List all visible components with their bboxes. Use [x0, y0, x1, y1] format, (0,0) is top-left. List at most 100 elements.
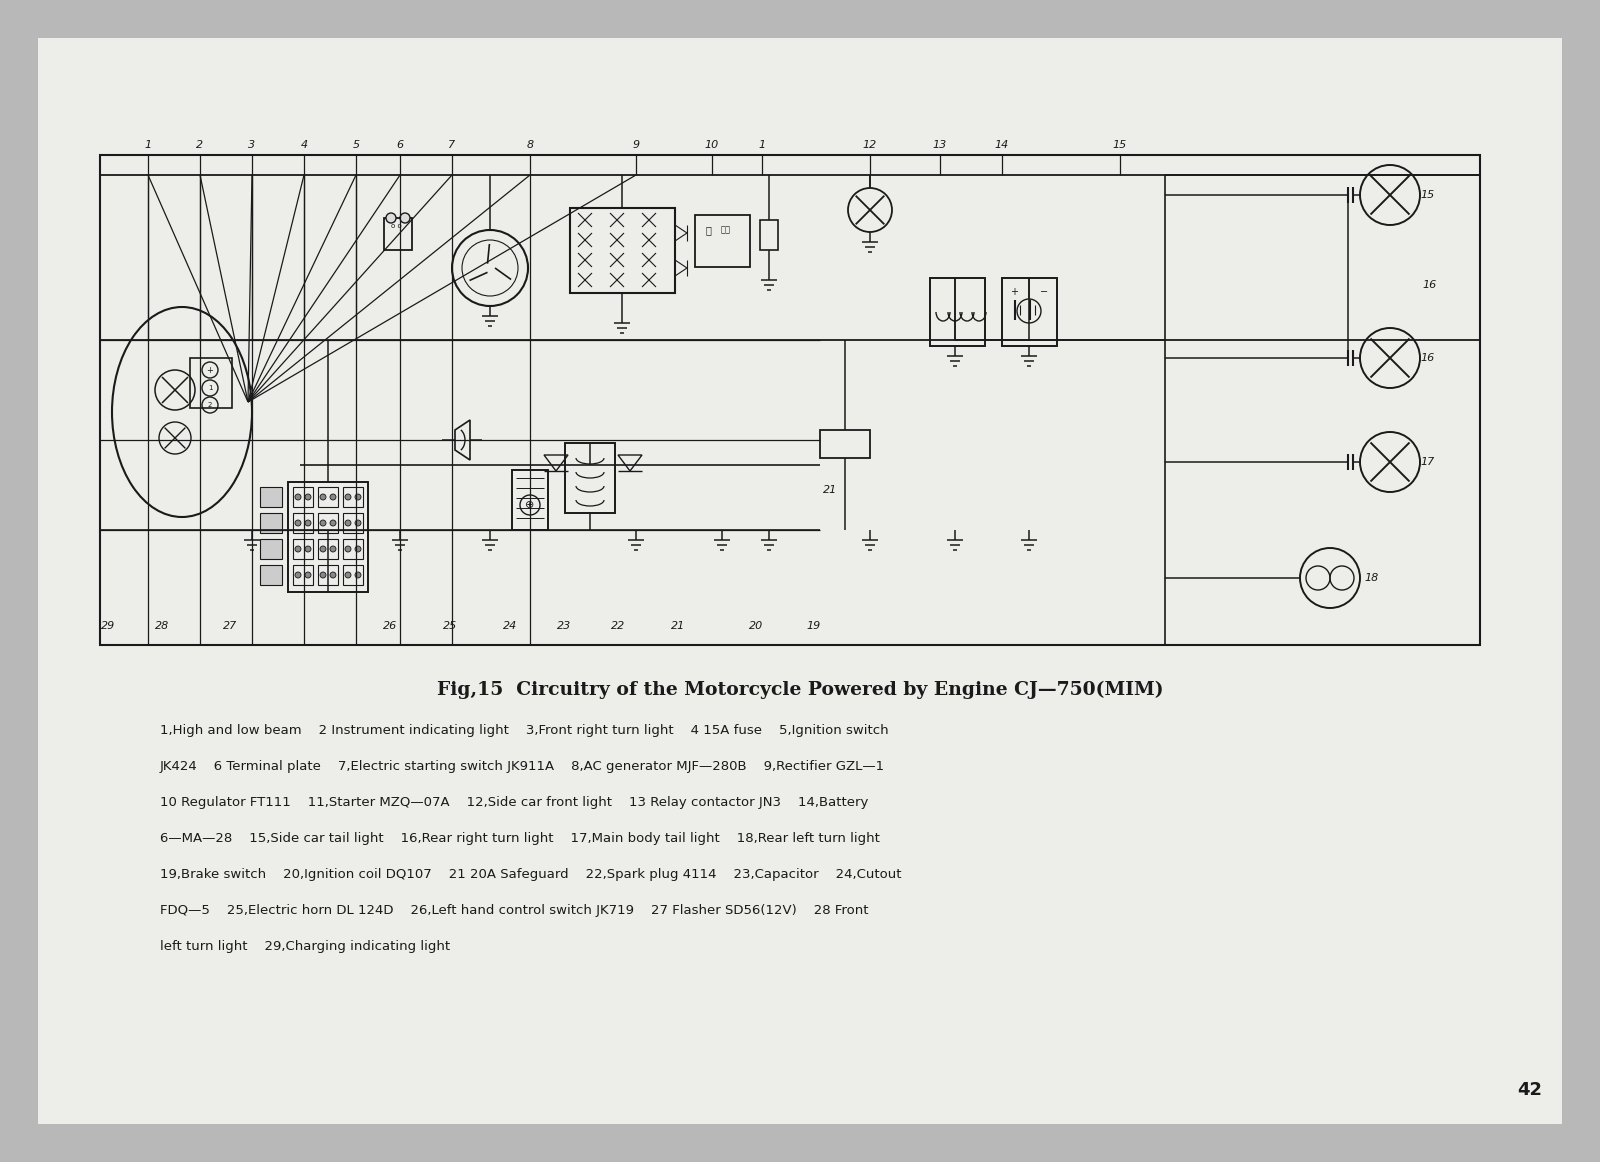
Text: 2: 2: [208, 402, 213, 408]
Bar: [259, 512, 282, 533]
Text: 火: 火: [706, 225, 710, 235]
Circle shape: [330, 521, 336, 526]
Text: 1,High and low beam    2 Instrument indicating light    3,Front right turn light: 1,High and low beam 2 Instrument indicat…: [160, 724, 888, 737]
Text: 5: 5: [352, 139, 360, 150]
Text: 17: 17: [1421, 457, 1435, 467]
Circle shape: [346, 494, 350, 500]
Text: −: −: [1040, 287, 1048, 297]
Circle shape: [400, 213, 410, 223]
Circle shape: [320, 572, 326, 578]
Circle shape: [355, 546, 362, 552]
Text: 10 Regulator FT111    11,Starter MZQ—07A    12,Side car front light    13 Relay : 10 Regulator FT111 11,Starter MZQ—07A 12…: [160, 796, 869, 809]
Text: 3: 3: [248, 139, 256, 150]
Text: left turn light    29,Charging indicating light: left turn light 29,Charging indicating l…: [160, 940, 450, 953]
Text: o o: o o: [390, 223, 402, 229]
Circle shape: [320, 494, 326, 500]
Circle shape: [294, 546, 301, 552]
Text: 28: 28: [155, 621, 170, 631]
Text: 29: 29: [101, 621, 115, 631]
Text: 1: 1: [144, 139, 152, 150]
Bar: [570, 208, 675, 293]
Circle shape: [306, 494, 310, 500]
Text: 13: 13: [933, 139, 947, 150]
Bar: [293, 512, 314, 533]
Bar: [99, 155, 1480, 645]
Bar: [342, 565, 363, 584]
Circle shape: [355, 521, 362, 526]
Text: 20: 20: [749, 621, 763, 631]
Text: 14: 14: [995, 139, 1010, 150]
Bar: [694, 215, 750, 267]
Bar: [565, 443, 614, 512]
Text: FDQ—5    25,Electric horn DL 124D    26,Left hand control switch JK719    27 Fla: FDQ—5 25,Electric horn DL 124D 26,Left h…: [160, 904, 869, 917]
Text: 10: 10: [706, 139, 718, 150]
Circle shape: [306, 572, 310, 578]
Text: 15: 15: [1421, 191, 1435, 200]
Bar: [760, 220, 778, 250]
Text: JK424    6 Terminal plate    7,Electric starting switch JK911A    8,AC generator: JK424 6 Terminal plate 7,Electric starti…: [160, 760, 885, 773]
Bar: [293, 487, 314, 507]
Bar: [512, 469, 547, 530]
Text: 19: 19: [806, 621, 821, 631]
Text: 磁调: 磁调: [722, 225, 731, 235]
Text: +: +: [1010, 287, 1018, 297]
Text: 21: 21: [670, 621, 685, 631]
Text: 6: 6: [397, 139, 403, 150]
Bar: [384, 218, 413, 250]
Bar: [318, 487, 338, 507]
Bar: [1002, 278, 1058, 346]
Bar: [342, 512, 363, 533]
Text: 24: 24: [502, 621, 517, 631]
Text: 19,Brake switch    20,Ignition coil DQ107    21 20A Safeguard    22,Spark plug 4: 19,Brake switch 20,Ignition coil DQ107 2…: [160, 868, 901, 881]
Text: 1: 1: [758, 139, 765, 150]
Text: 22: 22: [611, 621, 626, 631]
Circle shape: [294, 572, 301, 578]
Circle shape: [346, 546, 350, 552]
Circle shape: [330, 494, 336, 500]
Bar: [259, 565, 282, 584]
Bar: [293, 539, 314, 559]
Text: 18: 18: [1365, 573, 1379, 583]
Text: 12: 12: [862, 139, 877, 150]
Text: 26: 26: [382, 621, 397, 631]
Circle shape: [306, 546, 310, 552]
Text: 25: 25: [443, 621, 458, 631]
Bar: [318, 565, 338, 584]
Text: 27: 27: [222, 621, 237, 631]
Bar: [318, 512, 338, 533]
Text: 1: 1: [208, 385, 213, 390]
Bar: [259, 487, 282, 507]
Bar: [930, 278, 986, 346]
Bar: [342, 487, 363, 507]
Text: 8: 8: [526, 139, 533, 150]
Bar: [259, 539, 282, 559]
Text: 23: 23: [557, 621, 571, 631]
Text: 16: 16: [1421, 353, 1435, 363]
Circle shape: [306, 521, 310, 526]
Text: 21: 21: [822, 485, 837, 495]
Circle shape: [330, 546, 336, 552]
Circle shape: [320, 546, 326, 552]
Text: 4: 4: [301, 139, 307, 150]
Text: 2: 2: [197, 139, 203, 150]
Text: 6—MA—28    15,Side car tail light    16,Rear right turn light    17,Main body ta: 6—MA—28 15,Side car tail light 16,Rear r…: [160, 832, 880, 845]
Text: Fig,15  Circuitry of the Motorcycle Powered by Engine CJ—750(MIM): Fig,15 Circuitry of the Motorcycle Power…: [437, 681, 1163, 700]
Bar: [342, 539, 363, 559]
Text: ⊕: ⊕: [525, 500, 534, 510]
Bar: [288, 482, 368, 591]
Circle shape: [355, 494, 362, 500]
Circle shape: [294, 521, 301, 526]
Bar: [190, 358, 232, 408]
Text: 16: 16: [1422, 280, 1437, 290]
Circle shape: [346, 521, 350, 526]
Circle shape: [355, 572, 362, 578]
Circle shape: [330, 572, 336, 578]
Circle shape: [294, 494, 301, 500]
Text: 7: 7: [448, 139, 456, 150]
Circle shape: [320, 521, 326, 526]
Bar: [819, 430, 870, 458]
Circle shape: [386, 213, 397, 223]
Text: 9: 9: [632, 139, 640, 150]
Text: 15: 15: [1114, 139, 1126, 150]
Text: +: +: [206, 366, 213, 374]
